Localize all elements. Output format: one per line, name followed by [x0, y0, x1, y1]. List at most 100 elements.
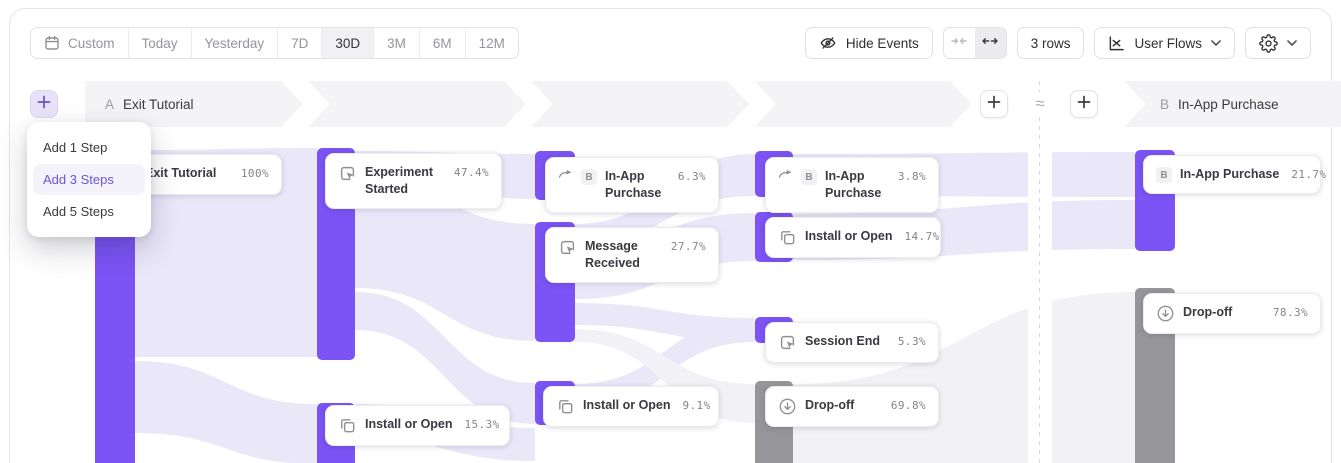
calendar-icon — [44, 35, 60, 51]
view-label: User Flows — [1134, 35, 1202, 51]
node-title: Experiment Started — [365, 165, 434, 196]
flow-node-experiment-started[interactable]: Experiment Started 47.4% — [325, 153, 502, 209]
event-icon — [558, 238, 577, 257]
spacing-toggle — [942, 27, 1007, 59]
node-percentage: 3.8% — [897, 170, 926, 183]
section-gap — [1028, 81, 1052, 463]
node-percentage: 47.4% — [453, 166, 489, 179]
anchor-b-badge: B — [801, 169, 817, 185]
drop-off-icon — [1156, 304, 1175, 323]
date-range-picker: Custom Today Yesterday 7D 30D 3M 6M 12M — [30, 27, 519, 59]
add-steps-menu: Add 1 Step Add 3 Steps Add 5 Steps — [27, 122, 151, 237]
date-range-30d[interactable]: 30D — [322, 28, 375, 58]
goto-anchor-icon — [778, 168, 793, 180]
eye-off-icon — [819, 34, 837, 52]
toolbar-right: Hide Events 3 rows — [804, 27, 1311, 59]
node-title: In-App Purchase — [605, 169, 662, 200]
expand-columns-button[interactable] — [974, 28, 1006, 58]
anchor-b-badge: B — [581, 169, 597, 185]
settings-button[interactable] — [1245, 27, 1311, 59]
date-range-custom[interactable]: Custom — [31, 28, 129, 58]
node-percentage: 14.7% — [904, 230, 940, 243]
step-header-3[interactable] — [531, 81, 749, 127]
step-header-2[interactable] — [308, 81, 526, 127]
flow-node-in-app-purchase-3[interactable]: B In-App Purchase 3.8% — [765, 157, 939, 213]
menu-item-add-1-step[interactable]: Add 1 Step — [43, 140, 108, 155]
user-flows-icon — [1108, 35, 1125, 52]
sankey-flow — [135, 148, 317, 357]
hide-events-label: Hide Events — [845, 35, 919, 51]
date-range-7d[interactable]: 7D — [278, 28, 323, 58]
flow-node-install-or-open-14[interactable]: Install or Open 14.7% — [765, 217, 941, 258]
plus-icon — [37, 95, 51, 114]
step-header-b[interactable]: B In-App Purchase — [1124, 81, 1341, 127]
node-title: In-App Purchase — [1180, 167, 1280, 181]
node-title: Install or Open — [583, 398, 671, 412]
plus-icon — [1077, 95, 1091, 114]
add-step-button-before-b[interactable] — [1070, 90, 1098, 118]
node-title: Exit Tutorial — [145, 166, 217, 180]
goto-anchor-icon — [558, 168, 573, 180]
sankey-flow — [355, 292, 535, 424]
node-percentage: 78.3% — [1272, 306, 1308, 319]
plus-icon — [987, 95, 1001, 114]
date-range-12m[interactable]: 12M — [478, 35, 505, 51]
add-step-button-left[interactable] — [30, 90, 58, 118]
flow-node-in-app-purchase-21[interactable]: B In-App Purchase 21.7% — [1143, 155, 1326, 194]
anchor-b-badge: B — [1160, 96, 1170, 112]
rows-button[interactable]: 3 rows — [1016, 27, 1085, 59]
node-title: Install or Open — [365, 417, 453, 431]
add-step-button-after-a[interactable] — [980, 90, 1008, 118]
event-icon — [778, 333, 797, 352]
install-icon — [556, 397, 575, 416]
arrows-outward-icon — [982, 34, 998, 53]
step-a-title: Exit Tutorial — [123, 96, 194, 112]
anchor-a-badge: A — [105, 96, 115, 112]
approx-separator: ≈ — [1027, 92, 1053, 116]
node-percentage: 21.7% — [1291, 168, 1327, 181]
node-percentage: 15.3% — [464, 418, 500, 431]
date-range-today[interactable]: Today — [129, 28, 192, 58]
step-header-4[interactable] — [754, 81, 972, 127]
toolbar: Custom Today Yesterday 7D 30D 3M 6M 12M … — [30, 27, 1311, 59]
date-range-6m[interactable]: 6M — [420, 28, 466, 58]
flow-node-drop-off-78[interactable]: Drop-off 78.3% — [1143, 293, 1321, 334]
rows-label: 3 rows — [1030, 35, 1071, 51]
node-percentage: 69.8% — [890, 399, 926, 412]
step-header-a[interactable]: A Exit Tutorial — [85, 81, 303, 127]
section-divider-dashed-line — [1039, 81, 1040, 463]
hide-events-button[interactable]: Hide Events — [804, 27, 933, 59]
flow-node-drop-off-69[interactable]: Drop-off 69.8% — [765, 386, 939, 427]
date-range-yesterday[interactable]: Yesterday — [192, 28, 279, 58]
date-range-label: Custom — [68, 35, 115, 51]
drop-off-icon — [778, 397, 797, 416]
flow-node-session-end[interactable]: Session End 5.3% — [765, 322, 939, 363]
chevron-down-icon — [1287, 40, 1297, 46]
install-icon — [338, 416, 357, 435]
node-percentage: 27.7% — [670, 240, 706, 253]
flow-node-message-received[interactable]: Message Received 27.7% — [545, 227, 719, 283]
flow-node-install-or-open-9[interactable]: Install or Open 9.1% — [543, 386, 719, 427]
step-header-a-label: A Exit Tutorial — [85, 81, 303, 127]
arrows-inward-icon — [951, 34, 967, 53]
node-title: Drop-off — [1183, 305, 1233, 319]
menu-item-add-3-steps[interactable]: Add 3 Steps — [33, 164, 145, 195]
anchor-b-badge: B — [1156, 167, 1172, 183]
sankey-flow-dropoff — [793, 292, 1135, 463]
step-b-title: In-App Purchase — [1178, 96, 1279, 112]
install-icon — [778, 228, 797, 247]
node-title: Session End — [805, 334, 881, 348]
node-title: In-App Purchase — [825, 169, 882, 200]
flow-node-install-or-open-15[interactable]: Install or Open 15.3% — [325, 405, 510, 446]
date-range-3m[interactable]: 3M — [374, 28, 420, 58]
sankey-flow — [135, 361, 317, 463]
menu-item-add-5-steps[interactable]: Add 5 Steps — [43, 204, 114, 219]
view-selector-button[interactable]: User Flows — [1094, 27, 1235, 59]
node-percentage: 6.3% — [677, 170, 706, 183]
collapse-columns-button[interactable] — [944, 28, 975, 58]
node-percentage: 9.1% — [682, 399, 711, 412]
sankey-flow — [355, 177, 535, 341]
node-percentage: 5.3% — [897, 335, 926, 348]
flow-node-in-app-purchase-6[interactable]: B In-App Purchase 6.3% — [545, 157, 719, 213]
